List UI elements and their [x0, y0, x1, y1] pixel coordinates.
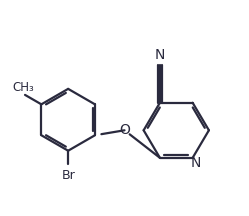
Text: O: O	[119, 123, 130, 137]
Text: N: N	[155, 48, 165, 62]
Text: CH₃: CH₃	[13, 81, 35, 94]
Text: Br: Br	[61, 168, 75, 181]
Text: N: N	[190, 156, 201, 170]
